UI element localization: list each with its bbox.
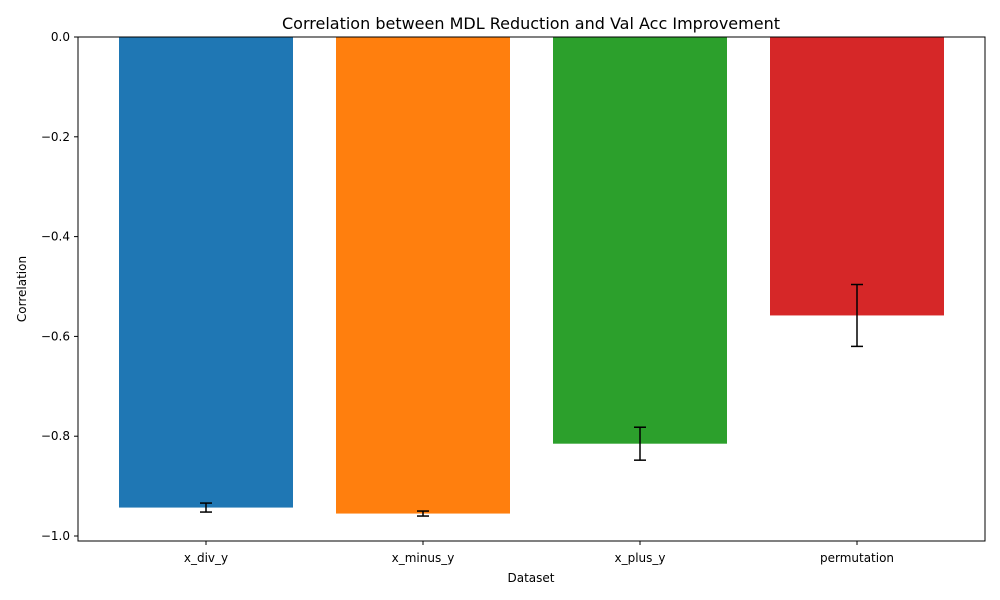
x-axis: x_div_y x_minus_y x_plus_y permutation — [184, 541, 894, 565]
chart-title: Correlation between MDL Reduction and Va… — [282, 14, 780, 33]
error-bar-permutation — [851, 283, 863, 348]
x-tick-label: x_div_y — [184, 551, 228, 565]
y-tick-label: −1.0 — [41, 529, 70, 543]
error-bar-x_minus_y — [417, 510, 429, 517]
y-tick-label: −0.2 — [41, 130, 70, 144]
error-bar-x_plus_y — [634, 426, 646, 461]
plot-frame — [77, 36, 986, 542]
y-tick-label: −0.4 — [41, 230, 70, 244]
x-tick-label: permutation — [820, 551, 894, 565]
error-bar-x_div_y — [200, 502, 212, 513]
bar-permutation — [770, 37, 944, 316]
y-tick-label: −0.6 — [41, 329, 70, 343]
bar-x_minus_y — [336, 37, 510, 514]
plot-area — [119, 37, 944, 517]
bar-x_div_y — [119, 37, 293, 508]
x-axis-label: Dataset — [508, 571, 555, 585]
y-tick-label: 0.0 — [51, 30, 70, 44]
y-axis: 0.0 −0.2 −0.4 −0.6 −0.8 −1.0 — [41, 30, 78, 543]
y-axis-label: Correlation — [15, 256, 29, 322]
bar-x_plus_y — [553, 37, 727, 444]
x-tick-label: x_minus_y — [392, 551, 455, 565]
y-tick-label: −0.8 — [41, 429, 70, 443]
x-tick-label: x_plus_y — [614, 551, 665, 565]
